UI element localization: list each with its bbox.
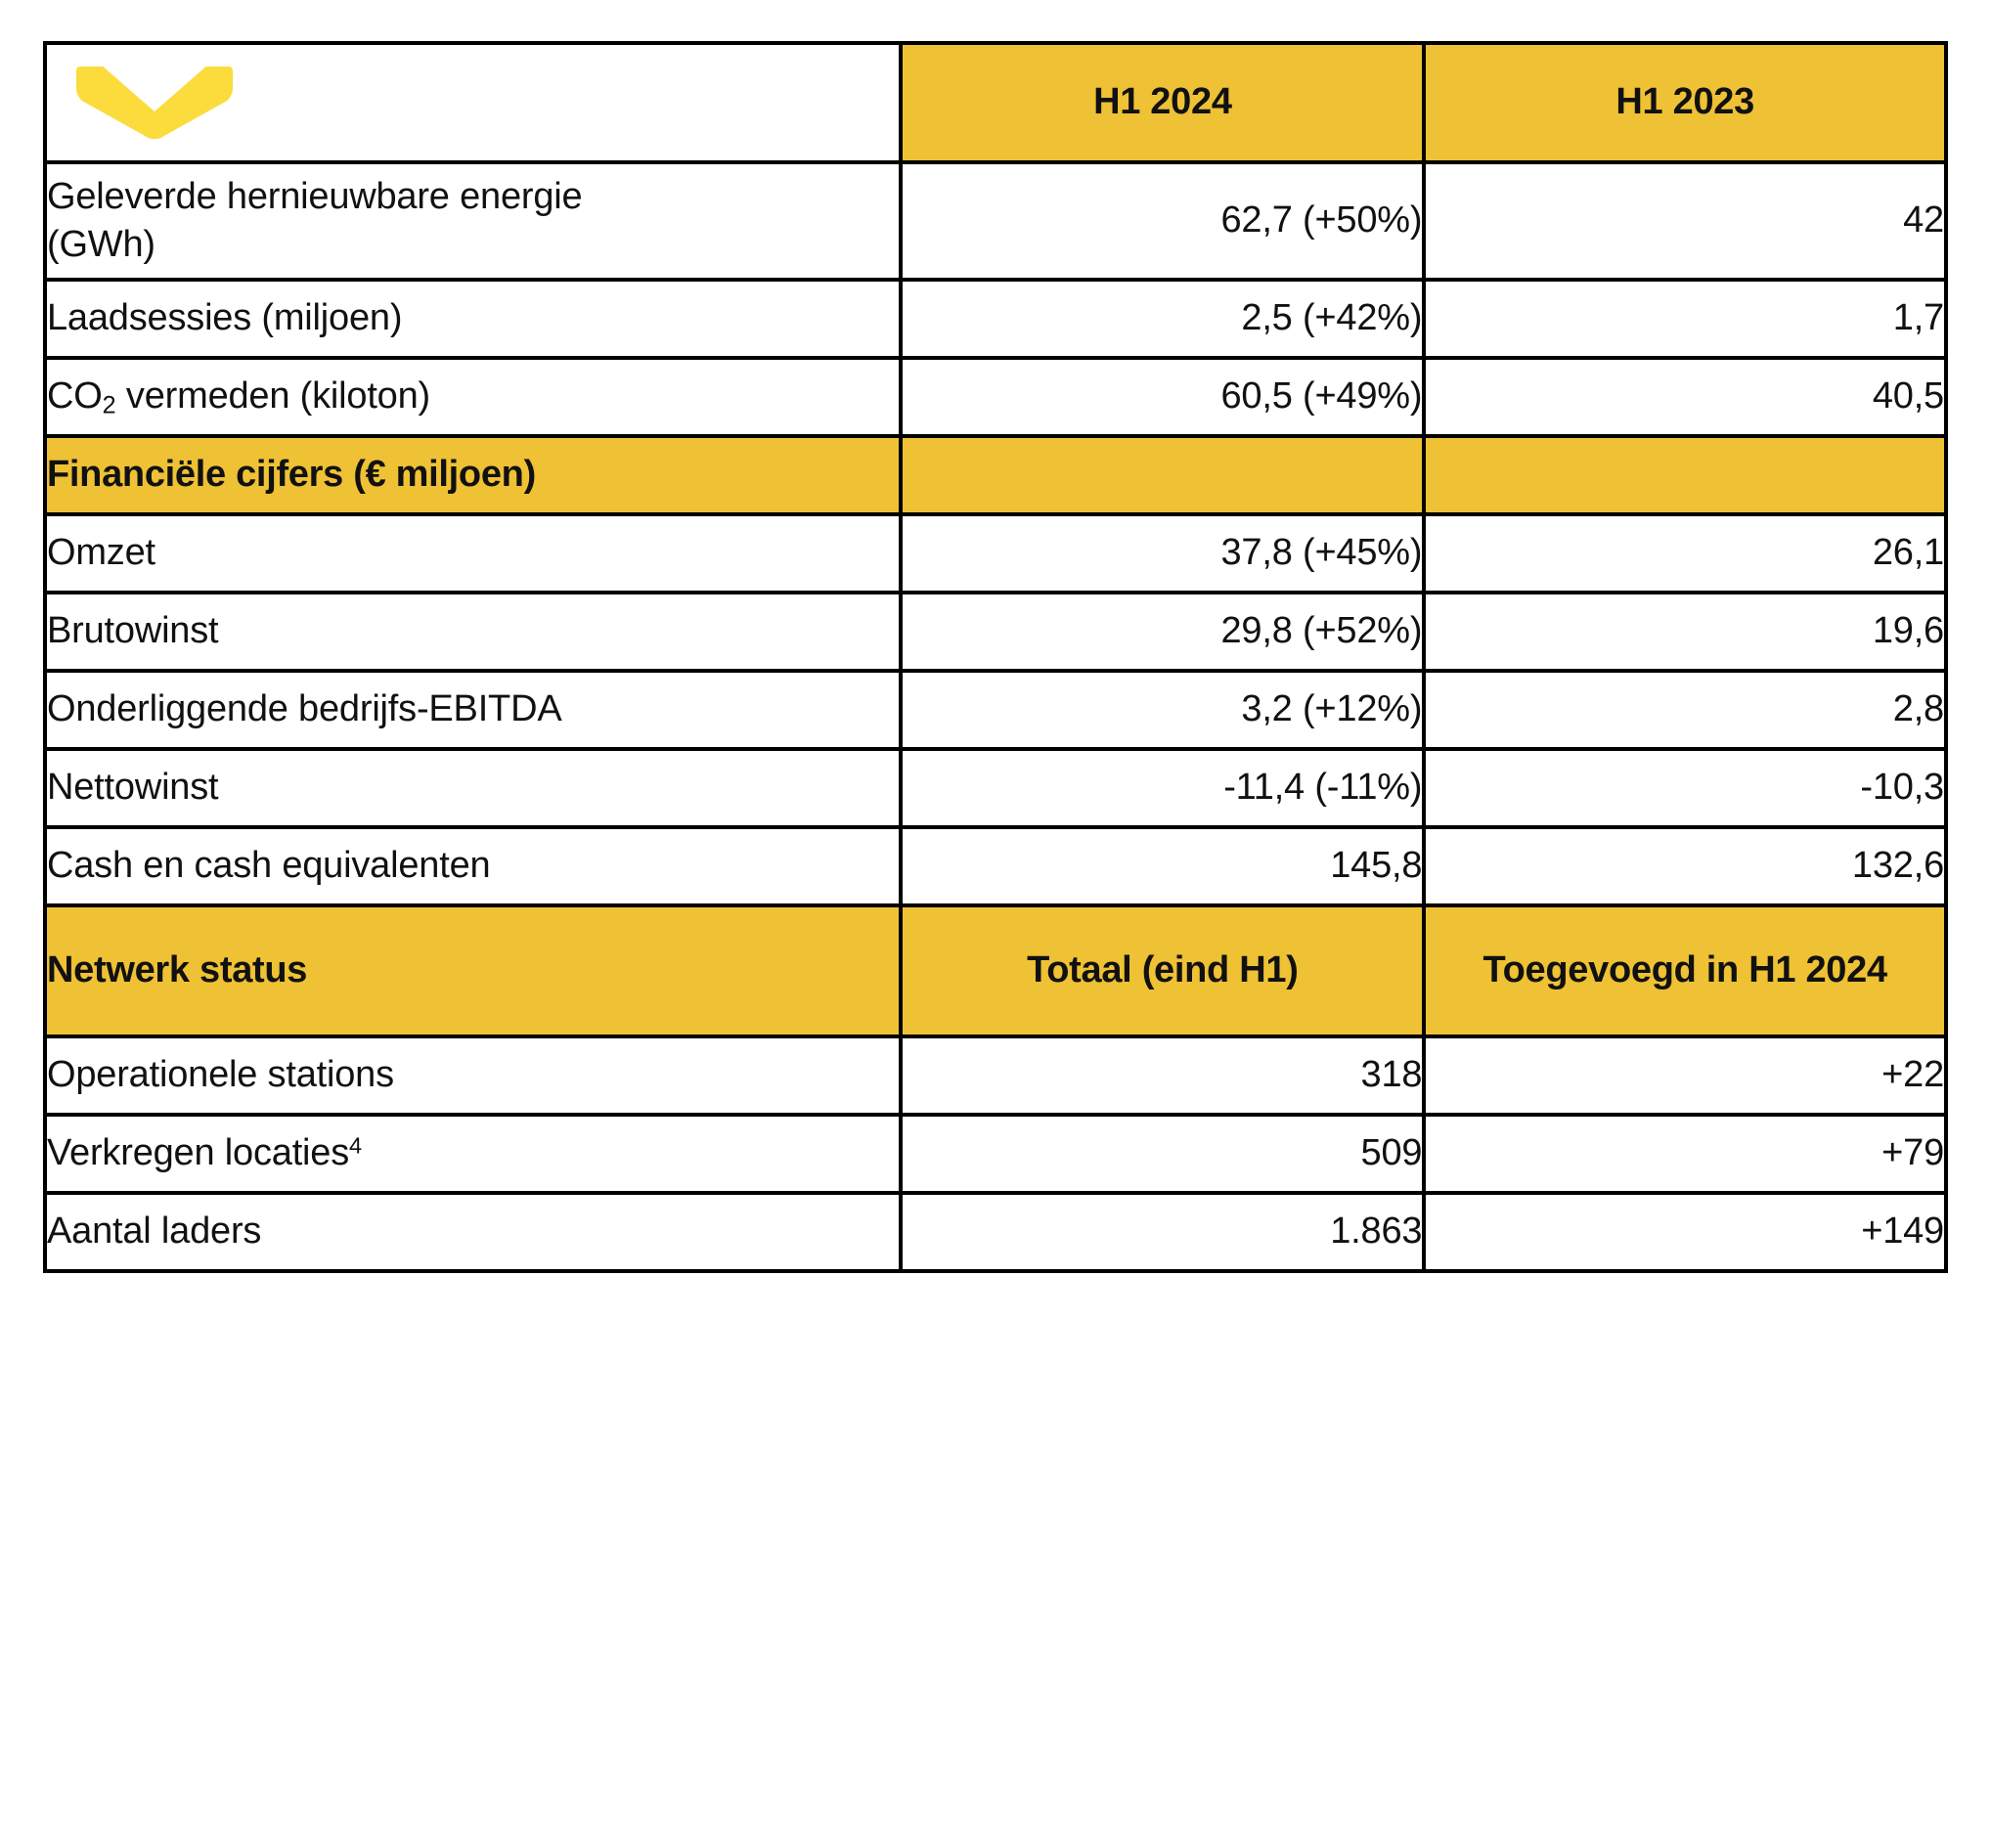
co2-suffix: vermeden (kiloton): [115, 374, 431, 417]
table-row: Operationele stations 318 +22: [42, 1034, 1948, 1117]
row-label-renewable-energy: Geleverde hernieuwbare energie (GWh): [42, 160, 904, 282]
section-spacer-cell: [899, 434, 1427, 516]
section-spacer-cell: [1422, 434, 1948, 516]
section-header-row-financial: Financiële cijfers (€ miljoen): [42, 434, 1948, 516]
column-header-h1-2023: H1 2023: [1422, 41, 1948, 164]
cell-renewable-energy-h1-2024: 62,7 (+50%): [899, 160, 1427, 282]
section-title-network: Netwerk status: [42, 903, 904, 1038]
cell-co2-avoided-h1-2024: 60,5 (+49%): [899, 356, 1427, 438]
table-row: Cash en cash equivalenten 145,8 132,6: [42, 825, 1948, 907]
cell-verkregen-locaties-total: 509: [899, 1113, 1427, 1195]
row-label-nettowinst: Nettowinst: [42, 747, 904, 829]
column-header-toegevoegd-in-h1-2024: Toegevoegd in H1 2024: [1422, 903, 1948, 1038]
cell-ebitda-h1-2024: 3,2 (+12%): [899, 669, 1427, 751]
column-header-totaal-eind-h1: Totaal (eind H1): [899, 903, 1427, 1038]
table-row: Onderliggende bedrijfs-EBITDA 3,2 (+12%)…: [42, 669, 1948, 751]
row-label-brutowinst: Brutowinst: [42, 591, 904, 673]
cell-omzet-h1-2024: 37,8 (+45%): [899, 512, 1427, 594]
cell-co2-avoided-h1-2023: 40,5: [1422, 356, 1948, 438]
row-label-ebitda: Onderliggende bedrijfs-EBITDA: [42, 669, 904, 751]
cell-operationele-stations-total: 318: [899, 1034, 1427, 1117]
row-label-omzet: Omzet: [42, 512, 904, 594]
table-row: Laadsessies (miljoen) 2,5 (+42%) 1,7: [42, 278, 1948, 360]
kpi-table: H1 2024 H1 2023 Geleverde hernieuwbare e…: [42, 41, 1948, 1273]
table-row: Verkregen locaties4 509 +79: [42, 1113, 1948, 1195]
table-header-row: H1 2024 H1 2023: [42, 41, 1948, 164]
cell-charging-sessions-h1-2023: 1,7: [1422, 278, 1948, 360]
column-header-h1-2024: H1 2024: [899, 41, 1427, 164]
row-label-verkregen-locaties: Verkregen locaties4: [42, 1113, 904, 1195]
cell-verkregen-locaties-added: +79: [1422, 1113, 1948, 1195]
cell-nettowinst-h1-2023: -10,3: [1422, 747, 1948, 829]
section-header-row-network: Netwerk status Totaal (eind H1) Toegevoe…: [42, 903, 1948, 1038]
cell-brutowinst-h1-2024: 29,8 (+52%): [899, 591, 1427, 673]
co2-prefix: CO: [47, 374, 103, 417]
logo-cell: [42, 41, 904, 164]
row-label-co2-avoided: CO2 vermeden (kiloton): [42, 356, 904, 438]
row-label-operationele-stations: Operationele stations: [42, 1034, 904, 1117]
table-row: Geleverde hernieuwbare energie (GWh) 62,…: [42, 160, 1948, 282]
table-row: CO2 vermeden (kiloton) 60,5 (+49%) 40,5: [42, 356, 1948, 438]
table-row: Brutowinst 29,8 (+52%) 19,6: [42, 591, 1948, 673]
chevron-logo-icon: [47, 45, 899, 160]
cell-nettowinst-h1-2024: -11,4 (-11%): [899, 747, 1427, 829]
table-row: Nettowinst -11,4 (-11%) -10,3: [42, 747, 1948, 829]
cell-cash-h1-2023: 132,6: [1422, 825, 1948, 907]
row-label-aantal-laders: Aantal laders: [42, 1191, 904, 1273]
row-label-line1: Geleverde hernieuwbare energie: [47, 175, 583, 217]
row-label-text: Verkregen locaties: [47, 1132, 350, 1174]
table-row: Aantal laders 1.863 +149: [42, 1191, 1948, 1273]
cell-aantal-laders-total: 1.863: [899, 1191, 1427, 1273]
cell-ebitda-h1-2023: 2,8: [1422, 669, 1948, 751]
co2-subscript: 2: [102, 391, 116, 419]
cell-operationele-stations-added: +22: [1422, 1034, 1948, 1117]
cell-renewable-energy-h1-2023: 42: [1422, 160, 1948, 282]
row-label-line2: (GWh): [47, 224, 155, 265]
cell-omzet-h1-2023: 26,1: [1422, 512, 1948, 594]
cell-aantal-laders-added: +149: [1422, 1191, 1948, 1273]
cell-cash-h1-2024: 145,8: [899, 825, 1427, 907]
row-label-charging-sessions: Laadsessies (miljoen): [42, 278, 904, 360]
cell-brutowinst-h1-2023: 19,6: [1422, 591, 1948, 673]
section-title-financial: Financiële cijfers (€ miljoen): [42, 434, 904, 516]
row-label-cash: Cash en cash equivalenten: [42, 825, 904, 907]
cell-charging-sessions-h1-2024: 2,5 (+42%): [899, 278, 1427, 360]
footnote-marker: 4: [349, 1133, 363, 1159]
table-row: Omzet 37,8 (+45%) 26,1: [42, 512, 1948, 594]
